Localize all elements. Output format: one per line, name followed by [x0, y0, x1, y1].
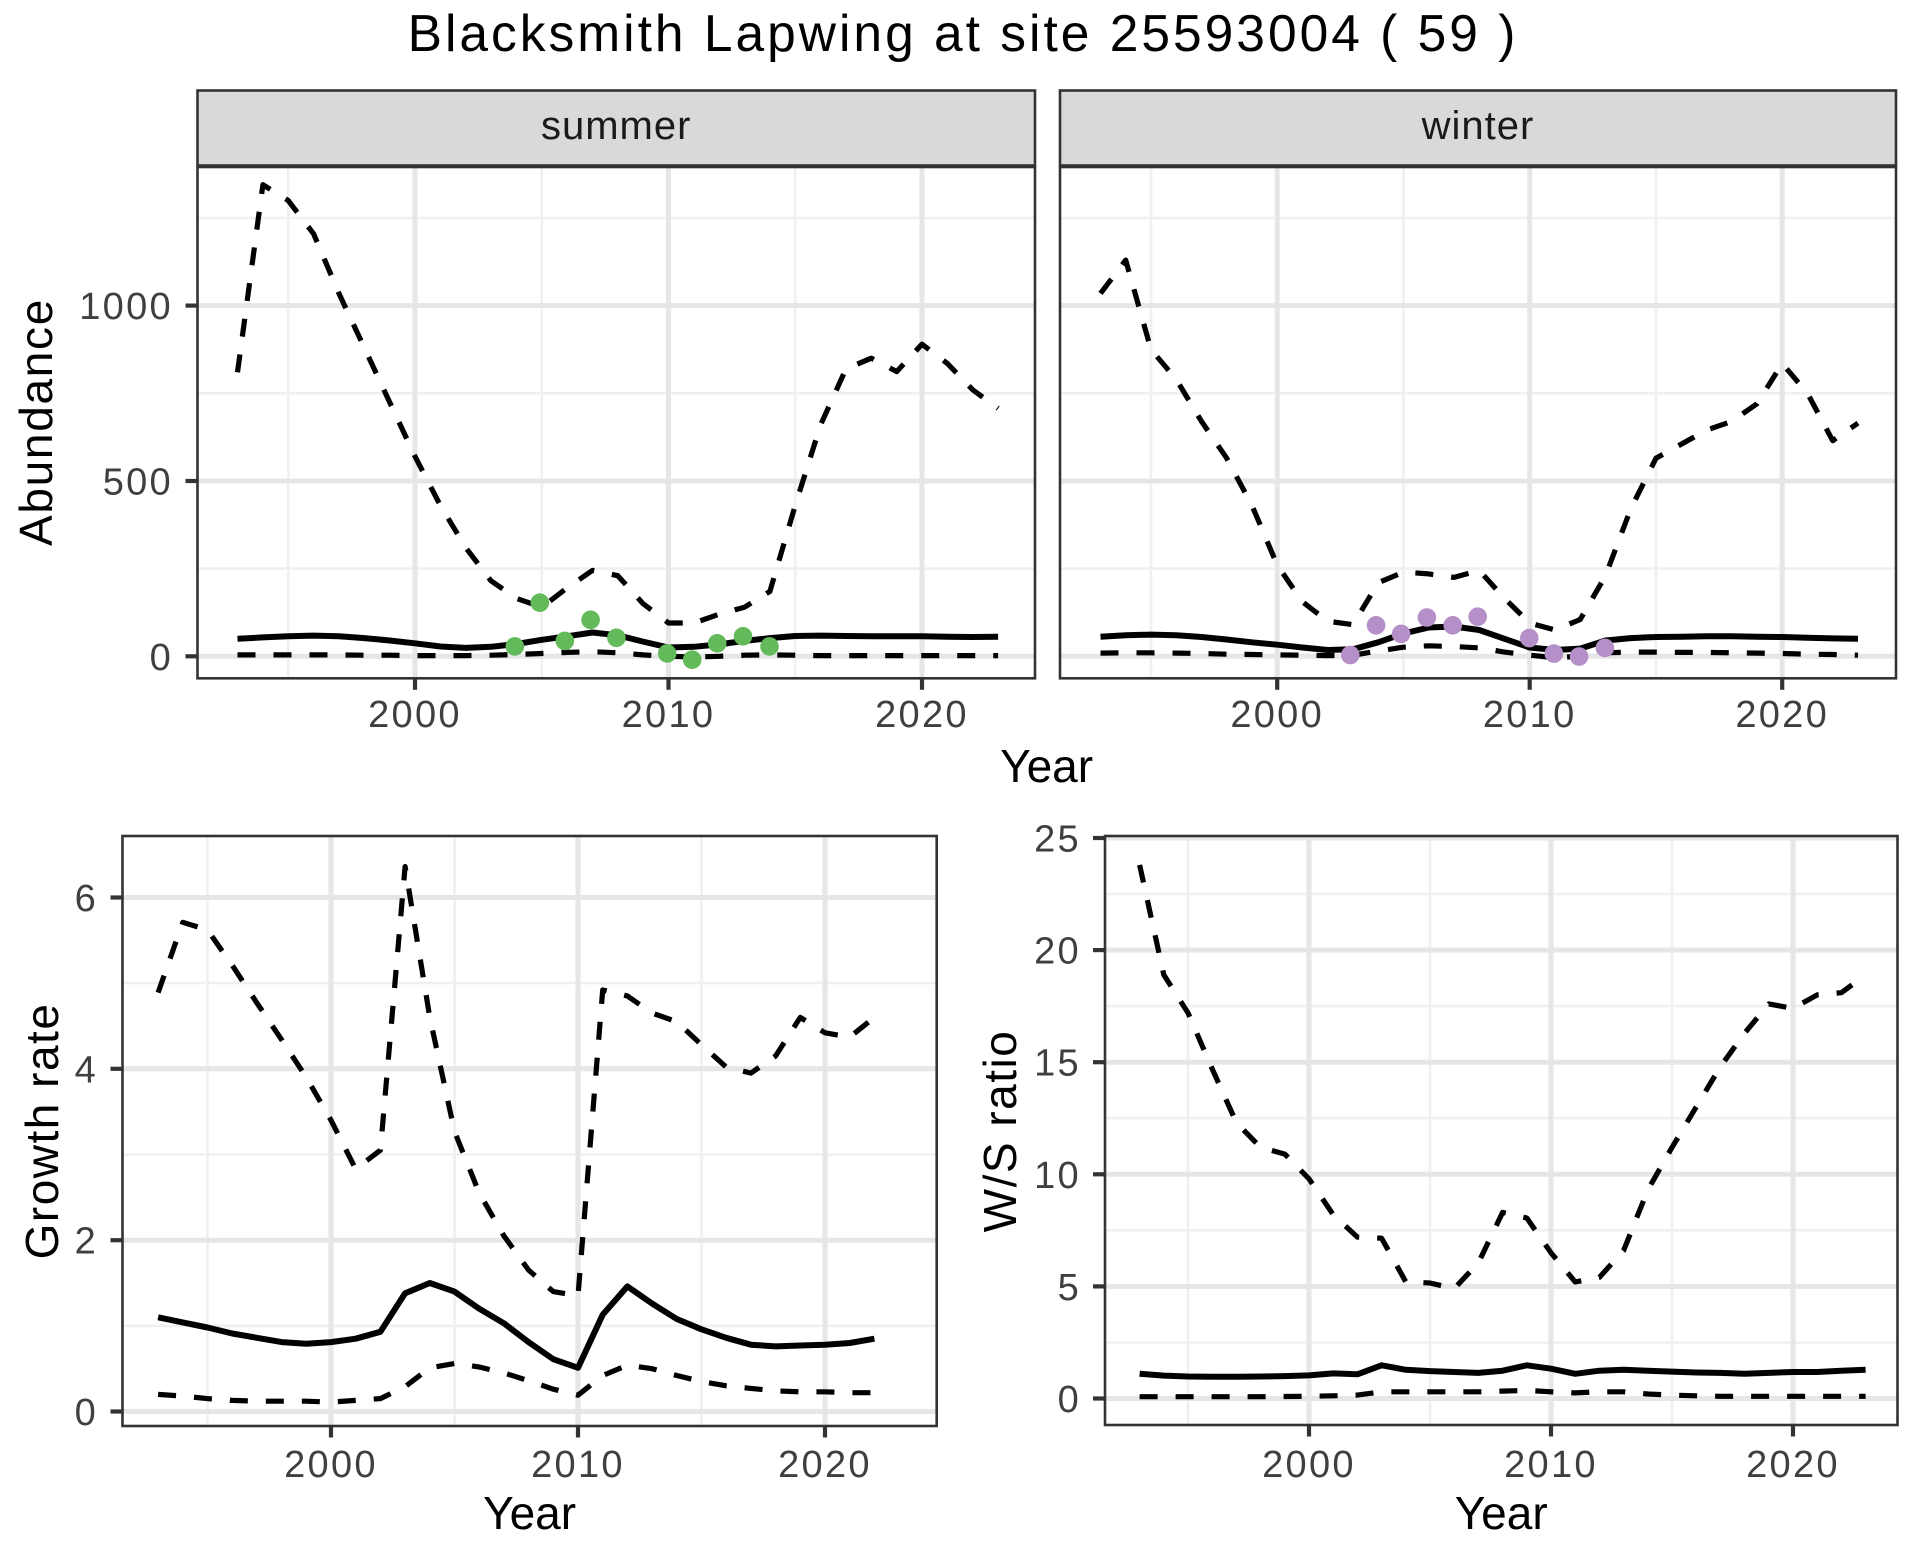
svg-text:2010: 2010 — [1483, 694, 1577, 736]
svg-text:Year: Year — [1000, 740, 1093, 792]
svg-text:2020: 2020 — [875, 694, 969, 736]
svg-text:2000: 2000 — [1230, 694, 1324, 736]
svg-text:2010: 2010 — [1504, 1444, 1598, 1486]
svg-text:0: 0 — [75, 1392, 98, 1434]
svg-text:2: 2 — [75, 1221, 98, 1263]
svg-text:25: 25 — [1034, 819, 1081, 861]
svg-text:Year: Year — [1455, 1487, 1548, 1539]
svg-text:1000: 1000 — [79, 286, 173, 328]
svg-text:2020: 2020 — [1746, 1444, 1840, 1486]
svg-text:2020: 2020 — [778, 1444, 872, 1486]
svg-text:summer: summer — [541, 104, 691, 148]
svg-text:2000: 2000 — [1262, 1444, 1356, 1486]
svg-text:2000: 2000 — [284, 1444, 378, 1486]
svg-text:15: 15 — [1034, 1043, 1081, 1085]
svg-text:2020: 2020 — [1735, 694, 1829, 736]
svg-text:winter: winter — [1421, 104, 1535, 148]
svg-text:0: 0 — [150, 637, 173, 679]
svg-text:2010: 2010 — [622, 694, 716, 736]
svg-text:6: 6 — [75, 878, 98, 920]
svg-text:0: 0 — [1058, 1379, 1081, 1421]
svg-text:5: 5 — [1058, 1267, 1081, 1309]
svg-text:4: 4 — [75, 1049, 98, 1091]
svg-text:2010: 2010 — [531, 1444, 625, 1486]
svg-text:W/S ratio: W/S ratio — [974, 1030, 1026, 1233]
svg-text:Growth rate: Growth rate — [16, 1003, 68, 1260]
svg-text:Blacksmith Lapwing at site 255: Blacksmith Lapwing at site 25593004 ( 59… — [408, 4, 1519, 62]
svg-text:10: 10 — [1034, 1155, 1081, 1197]
svg-text:Year: Year — [483, 1487, 576, 1539]
svg-text:Abundance: Abundance — [10, 298, 62, 546]
svg-text:2000: 2000 — [368, 694, 462, 736]
svg-text:500: 500 — [103, 462, 173, 504]
svg-text:20: 20 — [1034, 931, 1081, 973]
